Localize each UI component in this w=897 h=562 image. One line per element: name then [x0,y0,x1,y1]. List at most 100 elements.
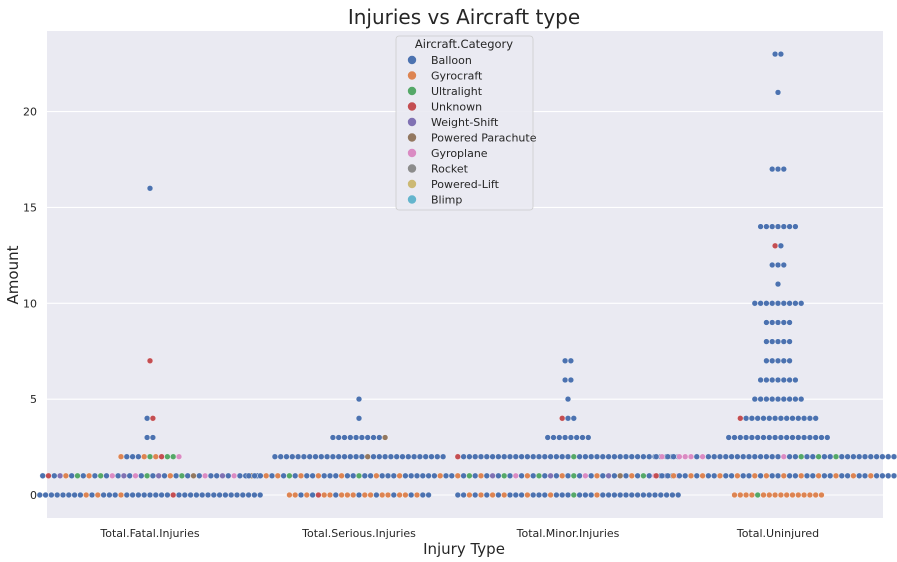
data-point [207,472,215,479]
data-point [809,453,816,460]
data-point [821,472,828,479]
data-point [350,491,357,499]
data-point [501,491,508,499]
data-point [390,472,397,479]
data-point [798,300,805,307]
data-point [763,396,770,403]
data-point [341,434,348,441]
data-point [295,453,302,460]
data-point [559,472,566,479]
data-point [158,491,165,499]
data-point [54,491,61,499]
data-point [68,472,75,479]
data-point [518,453,525,460]
data-point [56,472,64,479]
data-point [419,472,426,479]
data-point [326,472,334,479]
data-point [358,453,366,460]
data-point [472,491,479,499]
data-point [757,223,764,230]
data-point [812,415,819,422]
data-point [149,434,157,441]
data-point [45,472,52,479]
data-point [144,415,151,422]
data-point [769,223,776,230]
data-point [506,491,514,499]
data-point [280,472,287,479]
data-point [530,472,537,479]
data-point [757,376,764,384]
data-point [766,434,773,441]
data-point [763,472,770,479]
data-point [175,453,183,460]
data-point [769,357,776,364]
data-point [425,472,432,479]
data-point [617,491,624,499]
data-point [146,491,154,499]
data-point [202,472,209,479]
data-point [640,453,647,460]
data-point [36,491,43,499]
data-point [472,472,479,479]
data-point [413,472,421,479]
data-point [530,453,537,460]
data-point [42,491,49,499]
data-point [428,453,435,460]
data-point [763,338,770,345]
data-point [628,491,635,499]
data-point [236,472,244,479]
data-point [792,223,799,230]
data-point [780,166,787,173]
data-point [605,453,612,460]
data-point [734,472,741,479]
data-point [120,472,128,479]
data-point [766,491,773,499]
data-point [818,491,825,499]
data-point [547,453,554,460]
data-point [827,453,834,460]
data-point [780,261,787,269]
data-point [80,472,87,479]
data-point [431,472,438,479]
data-point [827,472,834,479]
data-point [184,472,191,479]
data-point [274,472,281,479]
data-point [754,434,761,441]
data-point [199,491,206,499]
data-point [315,491,322,499]
legend-marker [407,102,417,111]
data-point [687,472,695,479]
data-point [634,491,641,499]
data-point [780,357,787,364]
data-point [553,491,560,499]
data-point [425,491,432,499]
data-point [751,300,758,307]
data-point [737,415,744,422]
data-point [62,472,70,479]
data-point [204,491,212,499]
data-point [769,472,776,479]
data-point [803,453,811,460]
data-point [634,472,641,479]
data-point [705,453,712,460]
data-point [541,453,548,460]
data-point [466,491,473,499]
data-point [233,491,241,499]
data-point [109,472,116,479]
data-point [541,491,548,499]
data-point [693,453,700,460]
data-point [518,491,525,499]
data-point [774,281,782,288]
data-point [751,453,758,460]
data-point [780,319,787,326]
data-point [112,491,119,499]
data-point [155,472,162,479]
data-point [763,453,770,460]
data-point [800,491,808,499]
data-point [682,472,689,479]
data-point [434,453,441,460]
data-point [792,396,799,403]
data-point [239,491,246,499]
data-point [663,491,670,499]
data-point [382,434,389,441]
